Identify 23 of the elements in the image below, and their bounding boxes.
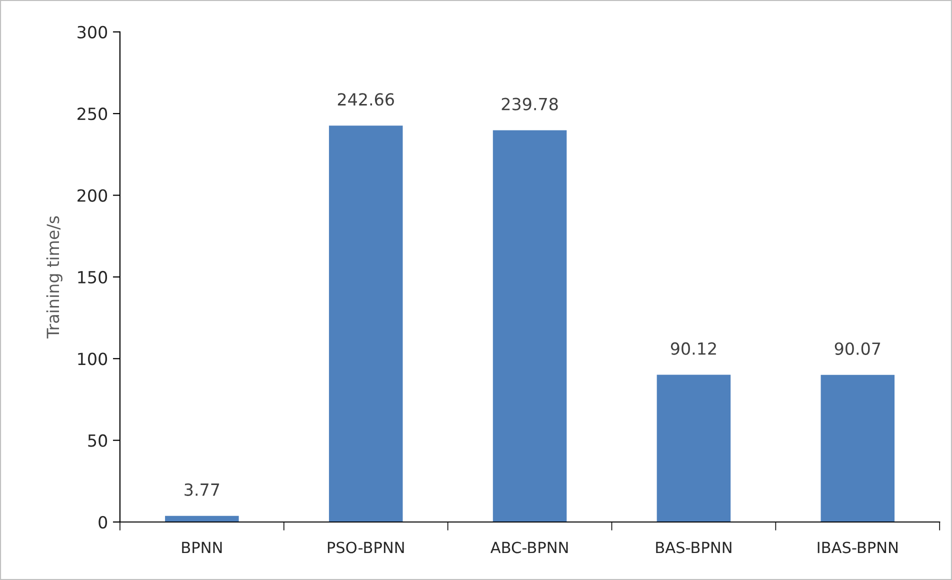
- y-tick-label: 150: [78, 270, 108, 284]
- y-axis-title: Training time/s: [46, 216, 62, 338]
- data-label: 3.77: [184, 483, 220, 496]
- x-tick-label: IBAS-BPNN: [818, 542, 898, 554]
- y-tick-label: 100: [78, 352, 108, 366]
- y-tick-label: 250: [78, 108, 108, 120]
- y-tick-label: 50: [88, 434, 108, 447]
- bar: [492, 130, 567, 522]
- x-tick-label: PSO-BPNN: [328, 542, 404, 554]
- bar: [656, 374, 731, 522]
- data-label: 242.66: [338, 93, 394, 106]
- bar: [165, 516, 239, 522]
- x-tick-label: ABC-BPNN: [490, 542, 568, 554]
- bar: [328, 126, 403, 522]
- y-tick-label: 300: [78, 26, 108, 38]
- bar: [820, 374, 895, 522]
- y-tick-label: 200: [78, 189, 108, 202]
- data-label: 90.07: [834, 342, 880, 355]
- data-label: 90.12: [670, 342, 716, 355]
- x-tick-label: BPNN: [182, 542, 222, 554]
- y-tick-label: 0: [98, 516, 108, 529]
- data-label: 239.78: [502, 98, 558, 110]
- x-tick-label: BAS-BPNN: [656, 542, 732, 554]
